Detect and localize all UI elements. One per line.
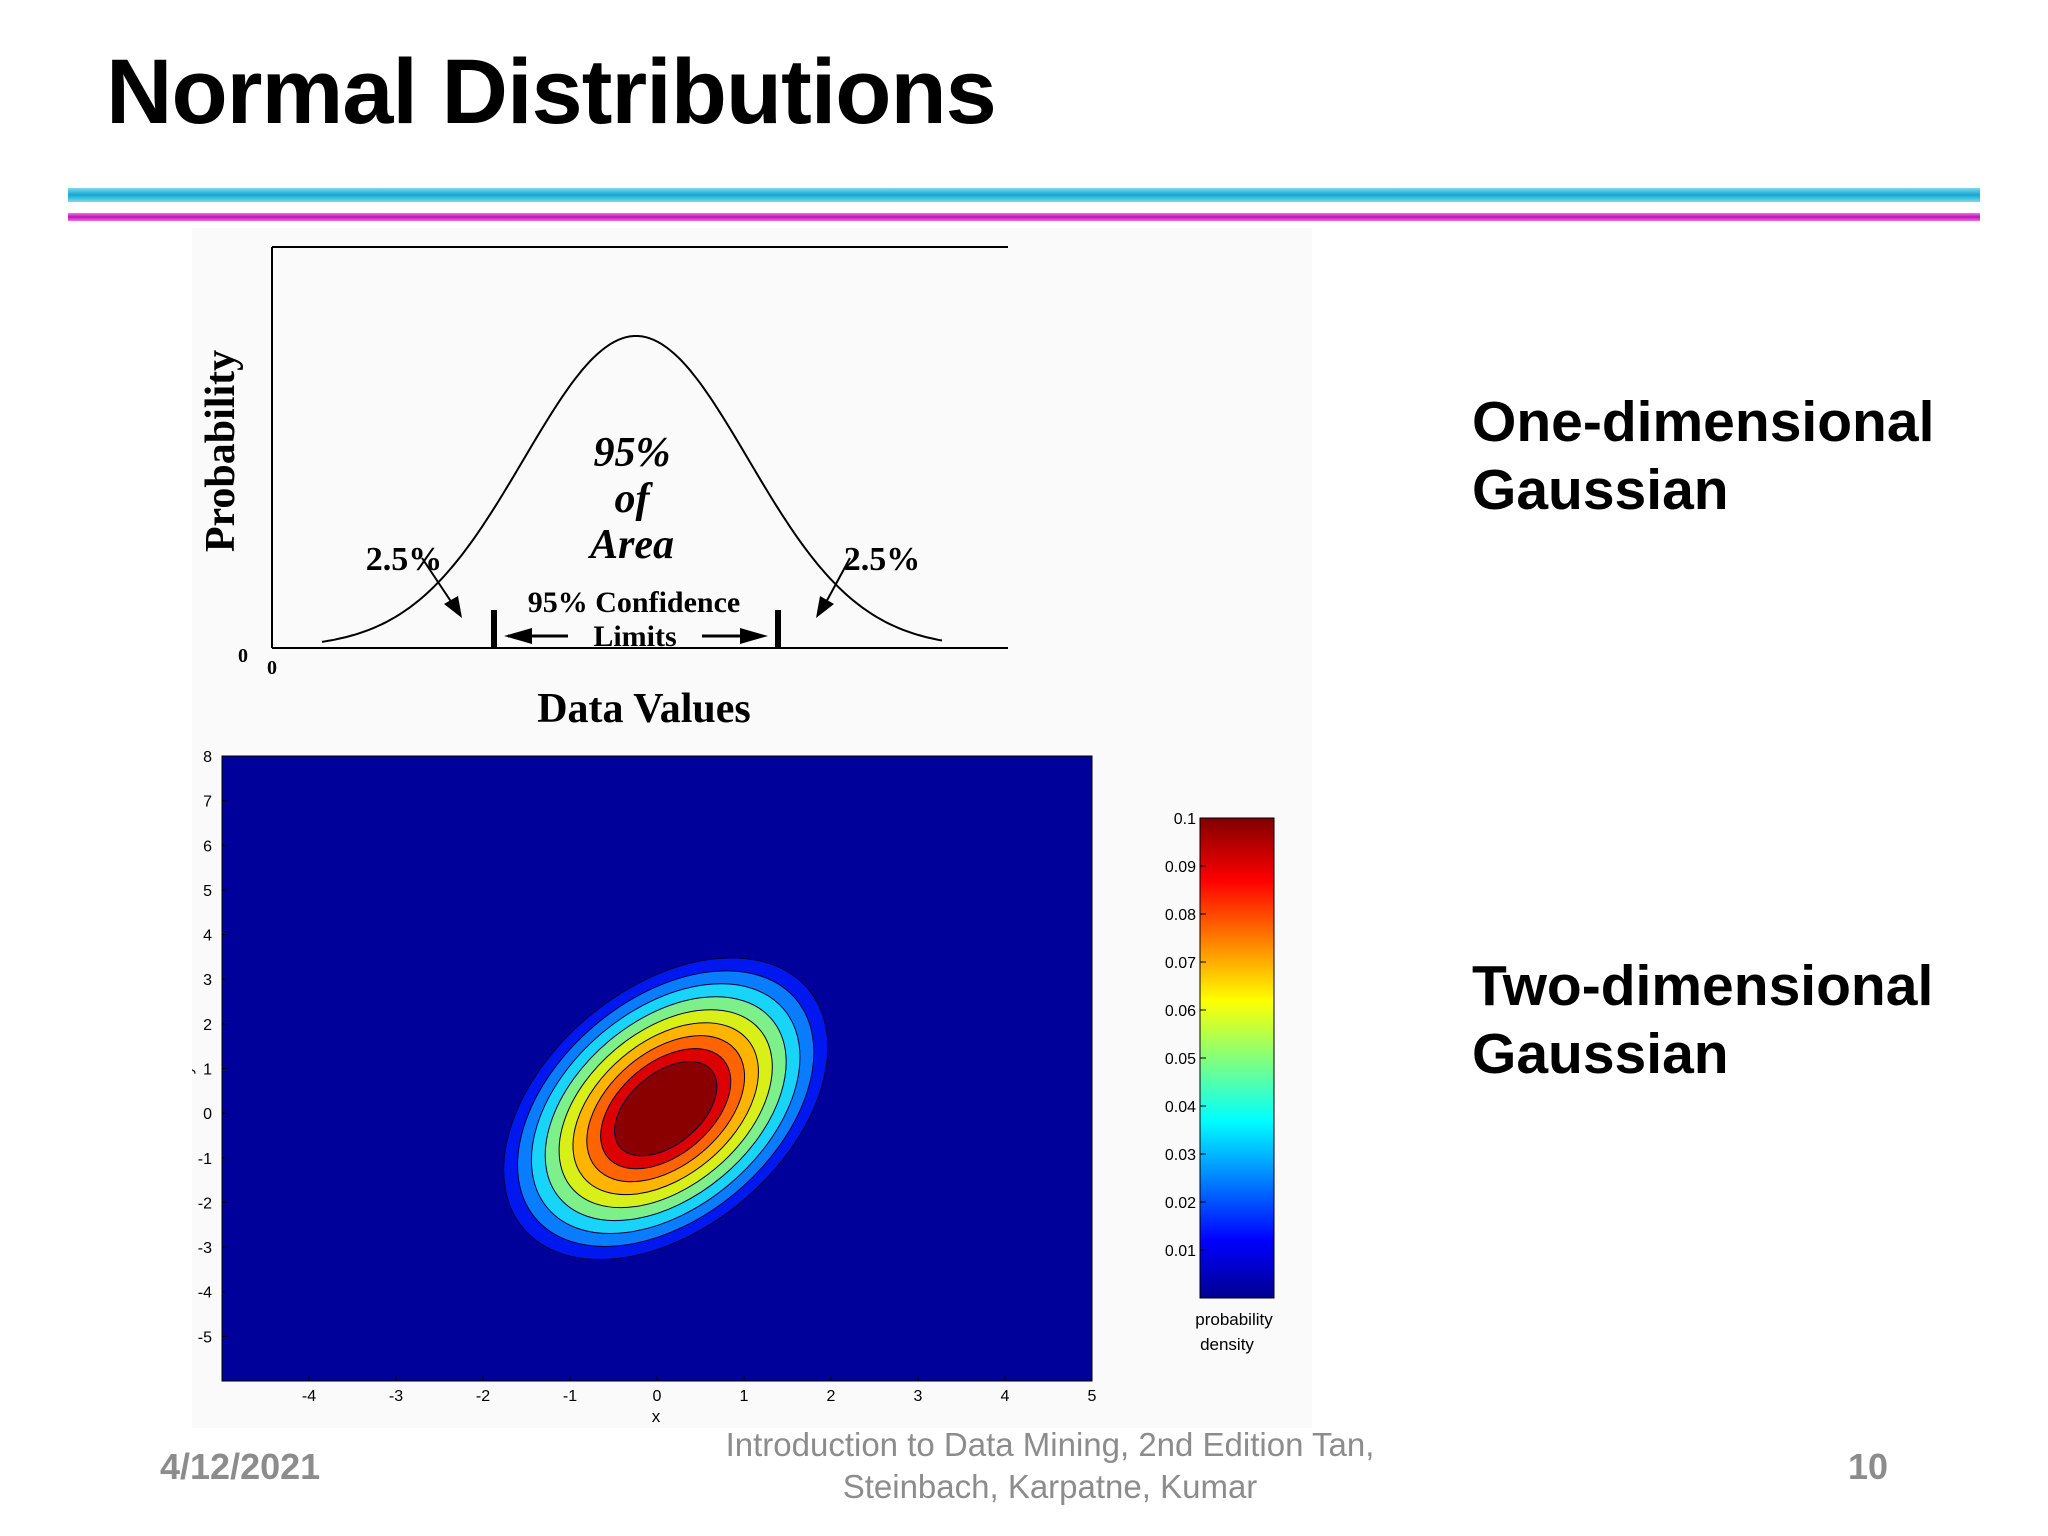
x-tick-label: -1 bbox=[563, 1388, 577, 1405]
one-dim-label: One-dimensional Gaussian bbox=[1472, 388, 1934, 524]
y-tick-label: 1 bbox=[203, 1062, 212, 1079]
x-origin-label: 0 bbox=[267, 657, 277, 679]
footer-citation-line1: Introduction to Data Mining, 2nd Edition… bbox=[725, 1426, 1375, 1463]
colorbar-tick-label: 0.1 bbox=[1174, 811, 1196, 828]
slide-title: Normal Distributions bbox=[106, 41, 997, 143]
left-tail-label: 2.5% bbox=[366, 541, 443, 578]
footer-date: 4/12/2021 bbox=[160, 1446, 321, 1487]
two-dim-label-line1: Two-dimensional bbox=[1472, 954, 1934, 1018]
y-tick-label: -3 bbox=[198, 1240, 212, 1257]
annotation-95-percent: 95% bbox=[594, 430, 671, 476]
figure-svg: 95% of Area 2.5% 2.5% 95% Confidence Lim… bbox=[192, 246, 1275, 1426]
y-origin-label: 0 bbox=[238, 645, 248, 667]
colorbar-tick-label: 0.02 bbox=[1165, 1195, 1196, 1212]
two-dim-label-line2: Gaussian bbox=[1472, 1022, 1729, 1086]
y-tick-label: 7 bbox=[203, 794, 212, 811]
confidence-limits-label: 95% Confidence bbox=[528, 586, 741, 619]
footer-citation-line2: Steinbach, Karpatne, Kumar bbox=[842, 1468, 1258, 1505]
two-dim-label: Two-dimensional Gaussian bbox=[1472, 952, 1933, 1088]
colorbar-tick-label: 0.04 bbox=[1165, 1099, 1196, 1116]
x-tick-label: 5 bbox=[1088, 1388, 1097, 1405]
colorbar-tick-label: 0.09 bbox=[1165, 859, 1196, 876]
x-tick-label: -2 bbox=[476, 1388, 490, 1405]
left-arrowhead bbox=[504, 628, 532, 644]
colorbar-tick-label: 0.08 bbox=[1165, 907, 1196, 924]
right-tail-label: 2.5% bbox=[844, 541, 921, 578]
colorbar-tick-label: 0.01 bbox=[1165, 1243, 1196, 1260]
contour-level bbox=[613, 1061, 718, 1157]
one-dim-label-line2: Gaussian bbox=[1472, 458, 1729, 522]
x-axis-label-2d: x bbox=[652, 1407, 661, 1426]
page-number: 10 bbox=[1848, 1446, 1889, 1487]
y-tick-label: 2 bbox=[203, 1017, 212, 1034]
y-tick-label: -4 bbox=[198, 1285, 212, 1302]
y-tick-label: 3 bbox=[203, 972, 212, 989]
y-axis-label-2d: y bbox=[192, 1065, 196, 1074]
gaussian-1d-plot: 95% of Area 2.5% 2.5% 95% Confidence Lim… bbox=[198, 246, 1008, 732]
colorbar-label-line2: density bbox=[1200, 1335, 1254, 1354]
y-tick-label: 5 bbox=[203, 883, 212, 900]
annotation-area: Area bbox=[587, 522, 674, 568]
y-tick-label: -2 bbox=[198, 1195, 212, 1212]
x-tick-label: 3 bbox=[914, 1388, 923, 1405]
colorbar bbox=[1199, 817, 1275, 1299]
x-tick-label: 0 bbox=[653, 1388, 662, 1405]
y-tick-label: 6 bbox=[203, 838, 212, 855]
title-rule-magenta bbox=[68, 213, 1980, 221]
colorbar-tick-label: 0.07 bbox=[1165, 955, 1196, 972]
y-tick-label: 8 bbox=[203, 749, 212, 766]
limits-label: Limits bbox=[593, 620, 676, 653]
x-tick-label: 2 bbox=[827, 1388, 836, 1405]
y-tick-label: -1 bbox=[198, 1151, 212, 1168]
y-tick-labels: 8 7 6 5 4 3 2 1 0 -1 -2 -3 -4 -5 bbox=[198, 749, 227, 1346]
one-dim-label-line1: One-dimensional bbox=[1472, 390, 1935, 454]
gaussian-2d-plot: 8 7 6 5 4 3 2 1 0 -1 -2 -3 -4 -5 -4 -3 -2 -1 0 1 2 3 4 5 x y 0… bbox=[192, 749, 1275, 1426]
footer-citation: Introduction to Data Mining, 2nd Edition… bbox=[640, 1424, 1460, 1508]
colorbar-tick-label: 0.05 bbox=[1165, 1051, 1196, 1068]
left-tail-arrow bbox=[421, 557, 455, 607]
x-axis-label: Data Values bbox=[537, 686, 751, 732]
y-tick-label: 4 bbox=[203, 928, 212, 945]
right-tail-arrow bbox=[823, 557, 851, 607]
right-tail-arrowhead bbox=[816, 596, 834, 618]
contour-levels bbox=[503, 957, 829, 1260]
left-tail-arrowhead bbox=[444, 596, 462, 618]
x-tick-label: 1 bbox=[740, 1388, 749, 1405]
y-axis-label: Probability bbox=[198, 350, 244, 552]
y-tick-label: -5 bbox=[198, 1329, 212, 1346]
bell-curve bbox=[321, 335, 943, 643]
title-rule-cyan bbox=[68, 188, 1980, 202]
y-tick-label: 0 bbox=[203, 1106, 212, 1123]
right-arrowhead bbox=[740, 628, 768, 644]
x-tick-label: -4 bbox=[302, 1388, 316, 1405]
x-tick-labels: -4 -3 -2 -1 0 1 2 3 4 5 bbox=[302, 1376, 1097, 1405]
x-tick-label: -3 bbox=[389, 1388, 403, 1405]
colorbar-tick-labels: 0.1 0.09 0.08 0.07 0.06 0.05 0.04 0.03 0.02 0.01 bbox=[1165, 811, 1206, 1260]
figure-panel: 95% of Area 2.5% 2.5% 95% Confidence Lim… bbox=[192, 228, 1312, 1428]
colorbar-label-line1: probability bbox=[1195, 1310, 1273, 1329]
colorbar-tick-label: 0.06 bbox=[1165, 1003, 1196, 1020]
colorbar-tick-label: 0.03 bbox=[1165, 1147, 1196, 1164]
x-tick-label: 4 bbox=[1001, 1388, 1010, 1405]
annotation-of: of bbox=[615, 476, 654, 522]
